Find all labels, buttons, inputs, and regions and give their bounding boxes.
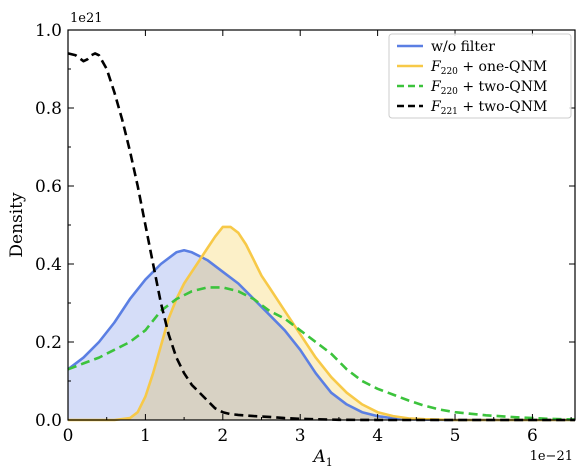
legend-label-1: w/o filter	[431, 39, 495, 55]
x-offset-label: 1e−21	[530, 449, 573, 464]
y-tick-label: 0.0	[35, 411, 62, 431]
legend-main: + two-QNM	[458, 99, 547, 115]
legend-main: + two-QNM	[458, 79, 547, 95]
lines-layer	[67, 52, 576, 422]
legend-script: F	[430, 99, 442, 115]
overlap-area	[68, 260, 575, 420]
ticks-layer: 0 1 2 3 4 5 6 0.0 0.2 0.4 0.6 0.8 1.0	[35, 21, 575, 446]
legend-sub: 221	[441, 107, 458, 117]
legend-script: F	[430, 79, 442, 95]
x-axis-title-base: A	[312, 447, 326, 467]
legend-label-2: F220 + one-QNM	[430, 59, 547, 77]
x-tick-label: 1	[140, 426, 151, 446]
series-1-line	[67, 249, 575, 422]
y-tick-label: 1.0	[35, 21, 62, 41]
x-tick-label: 5	[450, 426, 461, 446]
x-tick-label: 4	[372, 426, 383, 446]
y-axis-title: Density	[7, 192, 27, 258]
legend-label-4: F221 + two-QNM	[430, 99, 547, 117]
legend-main: + one-QNM	[458, 59, 547, 75]
x-tick-label: 2	[217, 426, 228, 446]
series-4-line	[67, 52, 575, 422]
y-tick-label: 0.4	[35, 255, 62, 275]
y-tick-label: 0.8	[35, 99, 62, 119]
x-axis-title-sub: 1	[326, 456, 333, 467]
x-tick-label: 3	[295, 426, 306, 446]
series-3-line	[67, 286, 576, 421]
y-offset-label: 1e21	[70, 11, 103, 26]
series-2-line	[68, 225, 575, 422]
legend-script: F	[430, 59, 442, 75]
fills-layer	[68, 226, 575, 420]
x-axis-title: A1	[312, 447, 333, 467]
legend-sub: 220	[441, 67, 458, 77]
legend-sub: 220	[441, 87, 458, 97]
x-tick-label: 6	[527, 426, 538, 446]
y-tick-label: 0.2	[35, 333, 62, 353]
legend-box	[388, 33, 572, 119]
y-tick-label: 0.6	[35, 177, 62, 197]
x-tick-label: 0	[63, 426, 74, 446]
legend-label-3: F220 + two-QNM	[430, 79, 547, 97]
